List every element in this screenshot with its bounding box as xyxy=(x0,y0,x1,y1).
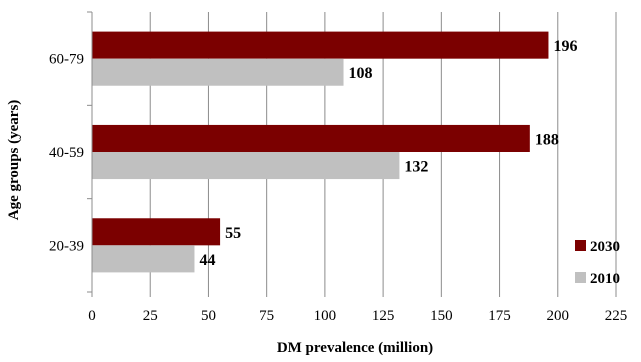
legend-swatch-2030 xyxy=(575,240,586,251)
data-labels: 55 44 188 132 196 108 xyxy=(199,38,577,269)
data-label: 55 xyxy=(225,225,241,242)
bars xyxy=(92,31,549,273)
x-tick-label: 200 xyxy=(547,308,570,324)
y-tick-label: 40-59 xyxy=(49,145,84,161)
axes: DM prevalence (million) Age groups (year… xyxy=(6,11,628,356)
bar-2030 xyxy=(92,218,221,246)
x-axis-title: DM prevalence (million) xyxy=(277,340,433,356)
y-axis-title: Age groups (years) xyxy=(6,100,22,221)
y-tick-label: 20-39 xyxy=(49,238,84,254)
data-label: 108 xyxy=(349,65,373,82)
x-tick-label: 225 xyxy=(605,308,628,324)
x-tick-label: 125 xyxy=(372,308,395,324)
bar-2030 xyxy=(92,124,530,152)
bar-2030 xyxy=(92,31,549,59)
x-tick-label: 150 xyxy=(430,308,453,324)
x-tick-label: 25 xyxy=(143,308,158,324)
legend: 2030 2010 xyxy=(575,239,620,287)
data-label: 188 xyxy=(535,131,559,148)
data-label: 196 xyxy=(553,38,577,55)
x-tick-label: 75 xyxy=(259,308,274,324)
bar-2010 xyxy=(92,58,344,86)
data-label: 44 xyxy=(199,252,215,269)
x-tick-label: 100 xyxy=(314,308,337,324)
legend-label-2030: 2030 xyxy=(590,239,620,255)
legend-swatch-2010 xyxy=(575,272,586,283)
bar-2010 xyxy=(92,152,400,180)
legend-label-2010: 2010 xyxy=(590,271,620,287)
x-tick-label: 0 xyxy=(88,308,96,324)
data-label: 132 xyxy=(404,159,428,176)
bar-2010 xyxy=(92,245,195,273)
y-tick-label: 60-79 xyxy=(49,52,84,68)
x-tick-label: 50 xyxy=(201,308,216,324)
x-tick-label: 175 xyxy=(488,308,511,324)
